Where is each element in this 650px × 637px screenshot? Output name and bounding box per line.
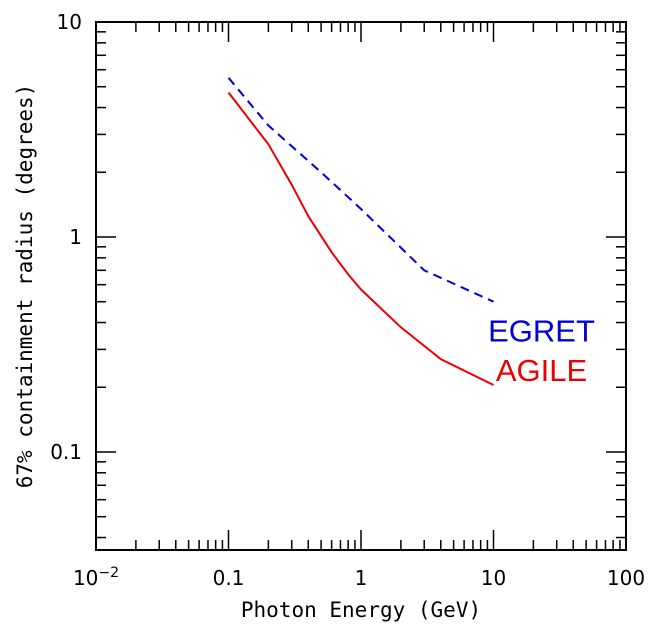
series-labels: EGRET AGILE bbox=[488, 314, 595, 388]
axis-ticks bbox=[95, 22, 626, 550]
x-tick-label: 1 bbox=[355, 566, 368, 590]
plot-frame bbox=[95, 21, 627, 551]
series-line-agile bbox=[227, 91, 494, 386]
y-tick-label: 1 bbox=[69, 225, 82, 249]
y-axis-label: 67% containment radius (degrees) bbox=[13, 84, 37, 489]
series-lines bbox=[227, 77, 494, 386]
x-tick-label: 10−2 bbox=[73, 565, 119, 590]
tick-labels: 10−2 0.1 1 10 100 0.1 1 10 bbox=[50, 10, 645, 590]
x-tick-label: 0.1 bbox=[213, 566, 245, 590]
x-tick-label: 100 bbox=[607, 566, 645, 590]
x-tick-label: 10 bbox=[481, 566, 506, 590]
y-tick-label: 10 bbox=[57, 10, 82, 34]
y-tick-label: 0.1 bbox=[50, 440, 82, 464]
series-label-egret: EGRET bbox=[488, 314, 595, 349]
series-label-agile: AGILE bbox=[496, 353, 587, 388]
series-line-egret bbox=[227, 77, 494, 303]
x-axis-label: Photon Energy (GeV) bbox=[241, 598, 481, 622]
